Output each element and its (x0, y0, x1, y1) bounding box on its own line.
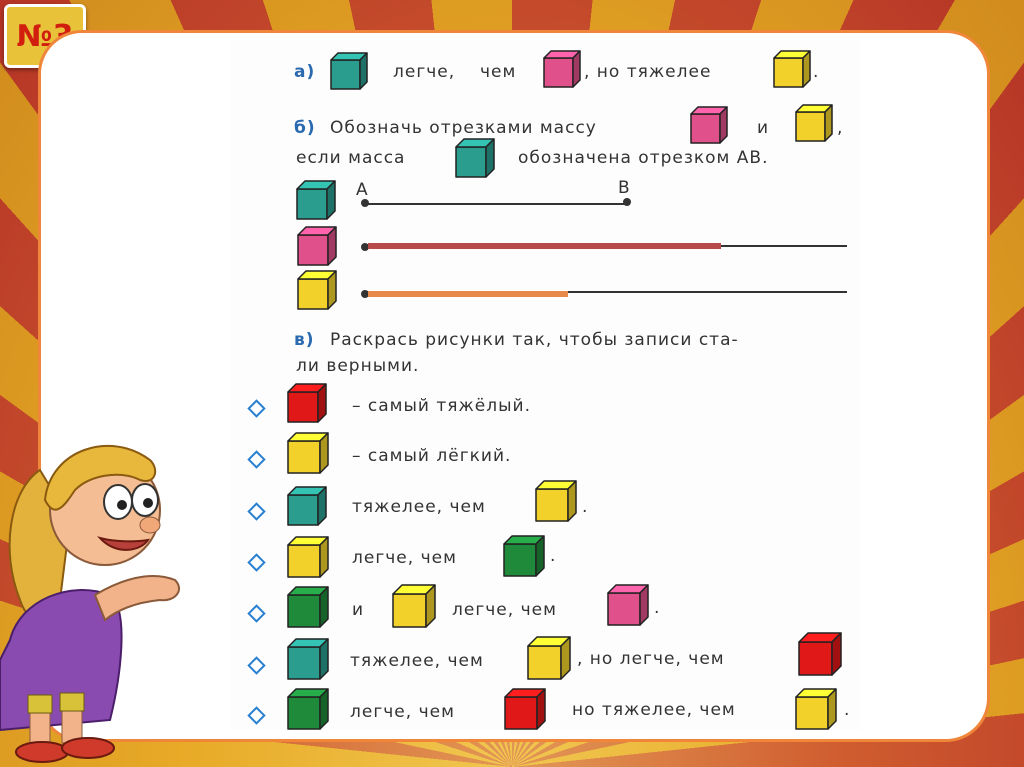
row-4-end: . (550, 546, 557, 566)
cube-teal (296, 180, 336, 220)
cube-yellow[interactable] (527, 636, 571, 680)
cube-teal (455, 138, 495, 178)
part-b-comma: , (837, 118, 844, 138)
segment-ab (365, 203, 627, 205)
row-4-text: легче, чем (352, 548, 457, 568)
point-a (361, 199, 369, 207)
cube-pink (690, 106, 728, 144)
point-a-label: А (356, 180, 369, 200)
row-7-text: легче, чем (350, 702, 455, 722)
row-6-text-2: , но легче, чем (577, 649, 725, 669)
row-3-end: . (582, 497, 589, 517)
row-7-text-2: но тяжелее, чем (572, 700, 736, 720)
part-c-line2: ли верными. (296, 356, 420, 376)
cube-pink (543, 50, 581, 88)
cube-pink (297, 226, 337, 266)
cube-pink[interactable] (607, 584, 649, 626)
row-3-text: тяжелее, чем (352, 497, 486, 517)
part-a-lighter: легче, (393, 62, 456, 82)
part-a-than: чем (480, 62, 517, 82)
cube-yellow[interactable] (287, 432, 329, 474)
ray-yellow-start (361, 290, 369, 298)
row-2-text: – самый лёгкий. (352, 446, 512, 466)
point-b (623, 198, 631, 206)
part-b-and: и (757, 118, 770, 138)
cube-red[interactable] (287, 383, 327, 423)
part-c-label: в) (294, 330, 315, 350)
point-b-label: В (618, 178, 631, 198)
cube-teal[interactable] (287, 638, 329, 680)
segment-yellow-answer[interactable] (368, 291, 568, 297)
cube-green[interactable] (287, 586, 329, 628)
part-a-but-heavier: , но тяжелее (584, 62, 712, 82)
cube-red[interactable] (798, 632, 842, 676)
part-a-dot: . (813, 62, 820, 82)
cube-green[interactable] (503, 535, 545, 577)
ray-pink-start (361, 243, 369, 251)
row-7-end: . (844, 700, 851, 720)
part-b-label: б) (294, 118, 316, 138)
ray-yellow (365, 291, 847, 293)
cube-yellow (297, 270, 337, 310)
row-6-text: тяжелее, чем (350, 651, 484, 671)
part-c-line1: Раскрась рисунки так, чтобы записи ста- (330, 330, 739, 350)
cube-yellow[interactable] (535, 480, 577, 522)
cube-yellow (773, 50, 811, 88)
part-b-line2b: обозначена отрезком АВ. (518, 148, 769, 168)
row-5-end: . (654, 598, 661, 618)
worksheet (230, 40, 860, 730)
cartoon-girl-image (0, 444, 180, 763)
cube-yellow[interactable] (795, 688, 837, 730)
cube-yellow[interactable] (392, 584, 436, 628)
cube-yellow[interactable] (287, 536, 329, 578)
part-b-line2a: если масса (296, 148, 406, 168)
row-1-text: – самый тяжёлый. (352, 396, 532, 416)
part-a-label: а) (294, 62, 316, 82)
cube-green[interactable] (287, 688, 329, 730)
segment-pink-answer[interactable] (368, 243, 721, 249)
row-5-text: легче, чем (452, 600, 557, 620)
row-5-and: и (352, 600, 365, 620)
cube-teal (330, 52, 368, 90)
cube-yellow (795, 104, 833, 142)
cube-red[interactable] (504, 688, 546, 730)
part-b-line1: Обозначь отрезками массу (330, 118, 597, 138)
cube-teal[interactable] (287, 486, 327, 526)
